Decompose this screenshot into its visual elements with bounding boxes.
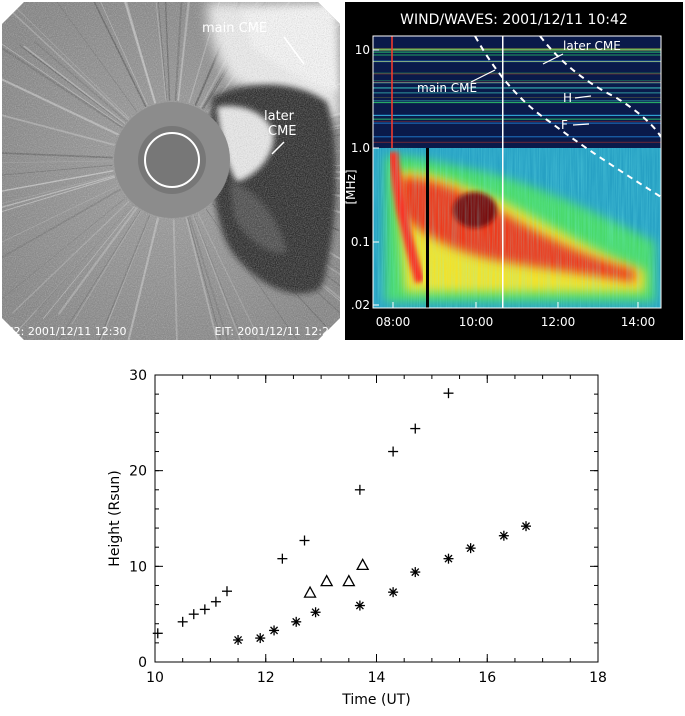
- lasco-c2-image-panel: main CME later CME C2: 2001/12/11 12:30 …: [2, 2, 340, 340]
- plus-data-point: [443, 388, 454, 399]
- spectrum-later-cme-label: later CME: [563, 39, 621, 53]
- later-cme-label-line2: CME: [268, 124, 297, 139]
- y-tick-label: 10: [129, 559, 147, 575]
- harmonic-label-H: H: [563, 91, 572, 105]
- eit-timestamp: EIT: 2001/12/11 12:24: [214, 325, 336, 338]
- plus-data-point: [388, 446, 399, 457]
- asterisk-data-point: [310, 607, 321, 618]
- asterisk-data-point: [233, 634, 244, 645]
- asterisk-data-point: [269, 625, 280, 636]
- y-tick-label: 30: [129, 368, 147, 384]
- x-tick-label: 18: [589, 670, 607, 686]
- plus-data-point: [277, 553, 288, 564]
- height-time-plot-panel: 10 12 14 16 18 0 10 20 30 Time (UT) Height (Rsun…: [100, 360, 620, 716]
- asterisk-data-point: [498, 530, 509, 541]
- asterisk-data-point: [354, 600, 365, 611]
- plot-frame: [154, 374, 599, 663]
- asterisk-data-point: [291, 616, 302, 627]
- c2-timestamp: C2: 2001/12/11 12:30: [6, 325, 126, 338]
- main-cme-drift-curve: [474, 36, 661, 198]
- asterisk-data-point: [255, 633, 266, 644]
- plus-data-point: [152, 628, 163, 639]
- spectrum-ytick-label: 10: [355, 43, 370, 57]
- plus-data-point: [410, 423, 421, 434]
- spectrum-main-cme-label: main CME: [417, 81, 477, 95]
- spectrum-xtick-label: 08:00: [376, 315, 411, 329]
- asterisk-data-point: [465, 543, 476, 554]
- x-tick-label: 12: [257, 670, 275, 686]
- main-cme-pointer: [283, 36, 305, 65]
- x-tick-label: 14: [368, 670, 386, 686]
- triangle-data-point: [356, 558, 370, 571]
- later-cme-label-line1: later: [264, 109, 295, 124]
- plus-data-point: [299, 535, 310, 546]
- triangle-data-point: [342, 574, 356, 587]
- spectrum-ytick-label: 1.0: [351, 141, 370, 155]
- spectrum-title: WIND/WAVES: 2001/12/11 10:42: [400, 12, 628, 28]
- plus-data-point: [188, 609, 199, 620]
- later-cme-drift-curve: [539, 36, 661, 138]
- lasco-c2-image: main CME later CME C2: 2001/12/11 12:30 …: [2, 2, 340, 340]
- asterisk-data-point: [443, 553, 454, 564]
- main-cme-label: main CME: [202, 21, 267, 36]
- x-axis-label: Time (UT): [341, 692, 410, 708]
- triangle-data-point: [303, 585, 317, 598]
- asterisk-data-point: [410, 567, 421, 578]
- spectrum-xtick-label: 14:00: [621, 315, 656, 329]
- x-tick-label: 16: [478, 670, 496, 686]
- x-tick-label: 10: [146, 670, 164, 686]
- plus-data-point: [177, 616, 188, 627]
- plus-data-point: [221, 586, 232, 597]
- data-gap-bar: [426, 148, 429, 308]
- spectrum-xtick-label: 10:00: [459, 315, 494, 329]
- y-tick-label: 0: [138, 655, 147, 671]
- asterisk-data-point: [388, 587, 399, 598]
- plus-data-point: [210, 596, 221, 607]
- spectrum-ytick-label: 0.1: [351, 235, 370, 249]
- plus-data-point: [354, 484, 365, 495]
- spectrum-ytick-label: .02: [351, 298, 370, 312]
- cme-time-marker: [502, 36, 504, 308]
- solar-limb-circle: [144, 132, 200, 188]
- wind-waves-spectrum-panel: WIND/WAVES: 2001/12/11 10:42 10 1.0 0.1 .02…: [345, 2, 683, 340]
- later-cme-pointer: [271, 141, 285, 155]
- spectrum-ylabel: [MHz]: [345, 169, 358, 204]
- wind-waves-spectrum: WIND/WAVES: 2001/12/11 10:42 10 1.0 0.1 .02…: [345, 12, 662, 329]
- spectrum-xtick-label: 12:00: [541, 315, 576, 329]
- asterisk-data-point: [521, 521, 532, 532]
- y-axis-label: Height (Rsun): [107, 470, 123, 566]
- y-tick-label: 20: [129, 464, 147, 480]
- fundamental-label-F: F: [561, 118, 568, 132]
- triangle-data-point: [320, 574, 334, 587]
- plus-data-point: [199, 604, 210, 615]
